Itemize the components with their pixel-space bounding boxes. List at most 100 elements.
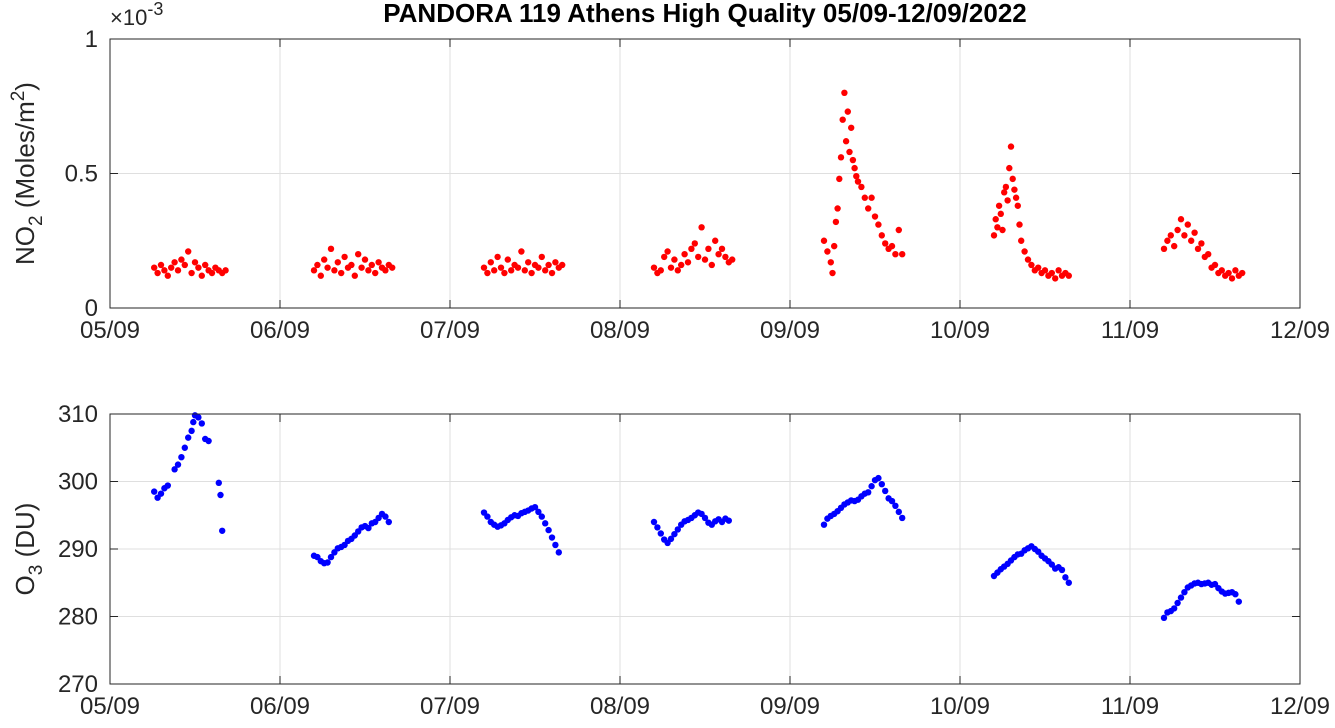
data-point	[157, 490, 165, 497]
data-point	[1018, 237, 1025, 244]
data-point	[368, 261, 375, 269]
data-point	[678, 261, 685, 269]
data-point	[215, 479, 222, 487]
y-tick-label: 310	[58, 401, 98, 428]
data-point	[310, 267, 318, 274]
data-point	[858, 183, 865, 191]
data-point	[171, 259, 178, 266]
data-point	[171, 466, 178, 473]
data-point	[841, 89, 848, 97]
data-point	[185, 248, 192, 255]
data-point	[1028, 261, 1035, 269]
data-point	[1160, 614, 1168, 622]
data-point	[1160, 245, 1168, 253]
data-point	[995, 202, 1003, 209]
data-point	[195, 414, 202, 421]
data-point	[178, 454, 185, 461]
chart-title: PANDORA 119 Athens High Quality 05/09-12…	[383, 0, 1027, 28]
data-point	[1184, 221, 1192, 228]
data-point	[494, 253, 501, 261]
data-point	[1174, 226, 1181, 234]
data-point	[1188, 237, 1195, 244]
data-point	[508, 267, 515, 274]
data-point	[545, 526, 552, 534]
data-point	[372, 269, 379, 277]
y-label-subscript: 3	[26, 565, 47, 576]
y-label-main: NO	[10, 226, 40, 265]
data-point	[361, 256, 369, 263]
data-point	[832, 218, 840, 226]
data-point	[824, 248, 831, 255]
data-point	[365, 524, 372, 532]
y-tick-label: 1	[85, 26, 98, 53]
data-point	[868, 194, 875, 201]
data-point	[181, 261, 188, 269]
data-points	[151, 89, 1246, 282]
data-point	[701, 514, 709, 522]
data-point	[1011, 186, 1018, 193]
data-point	[657, 267, 664, 274]
data-point	[1048, 269, 1056, 277]
data-point	[1004, 197, 1011, 204]
data-point	[827, 259, 834, 266]
data-point	[195, 264, 202, 271]
data-point	[191, 259, 199, 266]
y-tick-label: 0	[85, 295, 98, 322]
y-tick-label: 290	[58, 536, 98, 563]
data-point	[538, 513, 545, 520]
data-point	[899, 251, 906, 258]
data-point	[1009, 175, 1016, 183]
data-point	[899, 514, 906, 522]
data-point	[355, 251, 362, 258]
data-point	[208, 269, 216, 277]
data-point	[1171, 242, 1178, 250]
data-point	[151, 264, 158, 271]
data-point	[545, 261, 552, 269]
data-point	[1191, 229, 1198, 236]
data-point	[1239, 269, 1246, 277]
data-point	[178, 256, 185, 263]
x-tick-label: 08/09	[590, 693, 650, 720]
data-point	[1012, 194, 1020, 201]
data-point	[1228, 275, 1236, 282]
data-point	[650, 264, 658, 271]
data-point	[1211, 261, 1219, 269]
data-point	[849, 156, 857, 164]
y-label-rest: (DU)	[10, 503, 40, 565]
data-point	[829, 269, 836, 277]
data-point	[851, 164, 858, 172]
data-point	[521, 267, 528, 274]
data-point	[341, 253, 348, 261]
data-point	[722, 253, 729, 261]
data-point	[327, 245, 335, 253]
data-point	[701, 256, 709, 263]
data-point	[154, 269, 161, 277]
data-point	[650, 518, 658, 526]
data-point	[501, 269, 508, 277]
data-point	[185, 434, 192, 441]
data-point	[334, 259, 341, 266]
data-point	[1177, 594, 1185, 601]
y-exponent-power: -3	[147, 0, 163, 19]
data-point	[389, 264, 396, 271]
data-point	[164, 272, 171, 279]
data-point	[671, 256, 678, 263]
y-tick-label: 0.5	[65, 161, 98, 188]
data-point	[664, 248, 671, 255]
data-point	[729, 256, 736, 263]
data-point	[878, 481, 885, 488]
data-point	[1225, 269, 1232, 277]
data-point	[338, 269, 345, 277]
data-point	[151, 488, 158, 495]
data-point	[718, 245, 726, 253]
y-axis-label: NO2 (Moles/m2)	[8, 82, 47, 265]
data-point	[552, 259, 559, 266]
data-point	[174, 461, 182, 468]
data-point	[1065, 579, 1073, 586]
data-point	[1181, 232, 1188, 239]
data-point	[1181, 589, 1188, 596]
data-point	[548, 269, 556, 277]
y-tick-label: 270	[58, 671, 98, 698]
data-point	[1235, 598, 1243, 605]
